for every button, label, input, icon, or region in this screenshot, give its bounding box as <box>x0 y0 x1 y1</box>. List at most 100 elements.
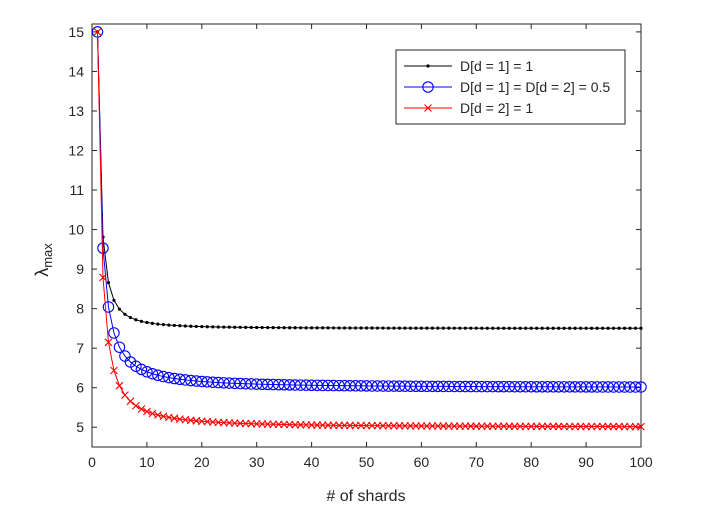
y-tick-label: 5 <box>76 419 84 435</box>
data-point-circle <box>234 377 246 390</box>
data-point-cross <box>373 421 382 430</box>
data-point-circle <box>421 380 433 393</box>
x-tick-label: 60 <box>414 454 430 470</box>
data-point-circle <box>519 380 532 393</box>
data-point-circle <box>223 377 236 389</box>
data-point-dot <box>436 326 440 330</box>
data-point-dot <box>326 326 330 330</box>
data-point-dot <box>414 326 418 330</box>
data-point-cross <box>598 422 607 431</box>
data-point-circle <box>547 381 559 393</box>
data-point-circle <box>399 380 411 392</box>
data-point-dot <box>123 312 127 316</box>
y-tick-label: 12 <box>68 143 84 159</box>
data-point-cross <box>423 422 431 430</box>
data-point-circle <box>487 380 499 393</box>
data-point-circle <box>377 380 389 392</box>
data-point-dot <box>310 326 314 330</box>
data-point-circle <box>366 380 378 392</box>
data-point-dot <box>342 326 347 330</box>
data-point-dot <box>408 326 413 330</box>
data-point-dot <box>458 326 462 330</box>
series-line <box>96 31 642 388</box>
data-point-dot <box>150 321 154 325</box>
data-point-dot <box>238 325 242 329</box>
data-point-circle <box>250 378 263 390</box>
data-point-dot <box>189 324 193 328</box>
data-point-dot <box>288 326 292 330</box>
data-point-circle <box>108 327 120 339</box>
data-point-circle <box>327 379 340 392</box>
data-point-cross <box>543 422 552 431</box>
data-point-circle <box>580 381 592 393</box>
data-point-dot <box>540 326 544 330</box>
data-point-dot <box>139 319 144 323</box>
data-point-circle <box>629 381 642 393</box>
data-point-circle <box>415 380 428 393</box>
data-point-dot <box>375 326 380 330</box>
data-point-cross <box>538 422 547 431</box>
data-point-dot <box>617 326 621 330</box>
data-point-dot <box>370 326 374 330</box>
data-point-cross <box>137 405 146 413</box>
legend-entry: D[d = 1] = 1 <box>404 58 533 74</box>
data-point-dot <box>452 326 456 330</box>
series-layer <box>91 26 647 431</box>
data-point-cross <box>126 397 135 406</box>
data-point-cross <box>143 407 151 416</box>
data-point-cross <box>401 421 409 430</box>
y-axis-label: λmax <box>32 243 55 277</box>
data-point-circle <box>179 374 192 386</box>
y-tick-label: 14 <box>68 63 84 79</box>
data-point-circle <box>552 381 565 393</box>
data-point-dot <box>474 326 478 330</box>
data-point-dot <box>211 325 215 329</box>
data-point-dot <box>496 326 500 330</box>
data-point-dot <box>622 326 627 330</box>
data-point-cross <box>477 422 486 431</box>
data-point-dot <box>397 326 402 330</box>
x-tick-label: 50 <box>359 454 375 470</box>
y-tick-label: 10 <box>68 222 84 238</box>
data-point-cross <box>532 422 541 431</box>
data-point-cross <box>362 421 371 430</box>
data-point-cross <box>631 422 640 431</box>
data-point-dot <box>392 326 396 330</box>
data-point-circle <box>497 380 510 393</box>
data-point-cross <box>390 421 398 430</box>
data-point-circle <box>278 379 290 391</box>
data-point-dot <box>628 326 632 330</box>
data-point-circle <box>360 380 373 392</box>
y-tick-label: 15 <box>68 24 84 40</box>
series-line <box>96 31 641 329</box>
legend-entry: D[d = 2] = 1 <box>404 100 533 116</box>
data-point-circle <box>492 380 505 393</box>
legend: D[d = 1] = 1 D[d = 1] = D[d = 2] = 0.5 D[d… <box>395 49 626 125</box>
data-point-dot <box>205 325 209 329</box>
data-point-dot <box>546 326 550 330</box>
data-point-circle <box>190 375 203 387</box>
data-point-cross <box>483 422 492 431</box>
data-point-circle <box>102 301 115 313</box>
data-point-dot <box>233 325 237 329</box>
data-point-cross <box>587 422 596 431</box>
data-point-cross <box>444 422 453 430</box>
data-point-circle <box>410 380 422 393</box>
data-point-dot <box>167 323 171 327</box>
y-tick-label: 11 <box>69 182 84 198</box>
data-point-cross <box>626 422 634 431</box>
data-point-dot <box>524 326 528 330</box>
data-point-cross <box>488 422 497 431</box>
data-point-dot <box>337 326 341 330</box>
data-point-cross <box>505 422 514 431</box>
data-point-dot <box>584 326 588 330</box>
data-point-circle <box>563 381 576 393</box>
data-point-cross <box>384 421 393 430</box>
x-axis-label: # of shards <box>326 488 405 505</box>
data-point-dot <box>161 323 165 327</box>
data-point-circle <box>289 379 301 391</box>
x-tick-label: 20 <box>194 454 210 470</box>
data-point-dot <box>348 326 352 330</box>
data-point-circle <box>514 380 526 393</box>
data-point-cross <box>576 422 585 431</box>
